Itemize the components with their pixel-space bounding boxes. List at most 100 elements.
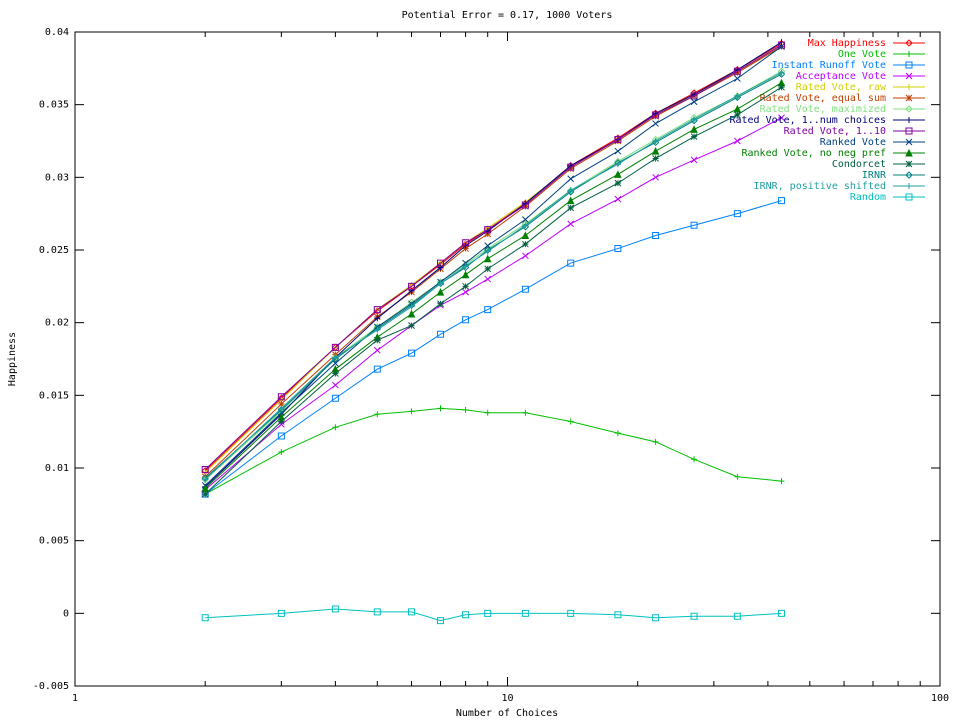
series-line [204, 44, 782, 470]
point-marker [614, 170, 622, 178]
point-marker [777, 41, 785, 49]
point-marker [522, 222, 529, 229]
point-marker [734, 111, 741, 119]
point-marker [566, 196, 575, 205]
point-marker [614, 195, 622, 203]
point-marker [521, 285, 529, 293]
point-marker [437, 300, 444, 308]
point-marker [777, 609, 785, 617]
y-axis-label: Happiness [7, 332, 18, 386]
point-marker [278, 400, 285, 408]
series-line [204, 117, 782, 491]
point-marker [733, 612, 741, 620]
series-line [204, 82, 782, 489]
point-marker [734, 473, 741, 480]
y-tick-label: 0.03 [45, 172, 69, 183]
point-marker [691, 456, 698, 463]
point-marker [484, 306, 492, 314]
point-marker [905, 160, 913, 168]
point-marker [614, 136, 622, 144]
point-marker [461, 270, 470, 279]
point-marker [331, 394, 339, 402]
point-marker [905, 94, 913, 102]
point-marker [436, 288, 445, 296]
point-marker [905, 39, 913, 47]
y-tick-label: 0.02 [45, 318, 69, 329]
point-marker [373, 365, 381, 373]
legend-label: Instant Runoff Vote [772, 60, 886, 71]
point-marker [652, 138, 659, 144]
point-marker [202, 476, 209, 483]
point-marker [373, 346, 381, 354]
point-marker [567, 163, 575, 171]
point-marker [408, 408, 415, 415]
point-marker [614, 430, 621, 437]
point-marker [373, 608, 381, 616]
point-marker [437, 405, 444, 412]
point-marker [614, 179, 622, 187]
point-marker [278, 405, 285, 412]
point-marker [778, 69, 785, 76]
point-marker [278, 418, 285, 425]
point-marker [201, 614, 209, 622]
point-marker [408, 608, 416, 616]
point-marker [332, 424, 339, 431]
point-marker [278, 449, 285, 456]
point-marker [201, 465, 209, 473]
point-marker [905, 72, 913, 80]
point-marker [484, 409, 491, 416]
point-marker [778, 83, 785, 91]
point-marker [652, 614, 660, 622]
point-marker [522, 216, 529, 223]
point-marker [484, 226, 492, 234]
point-marker [522, 252, 529, 260]
point-marker [332, 354, 339, 361]
point-marker [374, 315, 381, 322]
point-marker [484, 248, 491, 255]
point-marker [905, 148, 913, 157]
legend-label: Rated Vote, equal sum [760, 93, 886, 104]
point-marker [277, 432, 285, 440]
point-marker [484, 265, 492, 273]
point-marker [652, 111, 660, 119]
legend-label: IRNR, positive shifted [754, 181, 886, 192]
point-marker [201, 490, 209, 498]
x-tick-label: 10 [501, 693, 513, 704]
point-marker [484, 242, 492, 249]
point-marker [733, 104, 742, 113]
point-marker [614, 245, 622, 253]
legend-label: Ranked Vote, no neg pref [742, 148, 887, 159]
point-marker [777, 197, 785, 205]
point-marker [437, 264, 444, 271]
point-marker [331, 343, 339, 351]
series-line [204, 407, 782, 495]
point-marker [905, 127, 913, 135]
x-tick-label: 100 [931, 693, 949, 704]
point-marker [652, 438, 659, 445]
point-marker [778, 478, 785, 485]
point-marker [690, 221, 698, 229]
point-marker [905, 193, 913, 201]
point-marker [567, 418, 574, 425]
point-marker [408, 349, 416, 357]
point-marker [652, 231, 660, 239]
point-marker [374, 411, 381, 418]
point-marker [521, 231, 530, 239]
legend-label: Rated Vote, maximized [760, 104, 886, 115]
point-marker [906, 84, 912, 90]
point-marker [905, 171, 913, 179]
point-marker [734, 137, 741, 145]
y-tick-label: 0.01 [45, 463, 69, 474]
point-marker [567, 204, 575, 212]
point-marker [484, 275, 492, 283]
point-marker [331, 605, 339, 613]
point-marker [373, 306, 381, 314]
point-marker [277, 393, 285, 401]
point-marker [374, 326, 381, 333]
point-marker [408, 303, 415, 310]
point-marker [905, 105, 913, 113]
y-tick-label: 0.005 [39, 536, 69, 547]
y-tick-label: 0.025 [39, 245, 69, 256]
point-marker [690, 612, 698, 620]
